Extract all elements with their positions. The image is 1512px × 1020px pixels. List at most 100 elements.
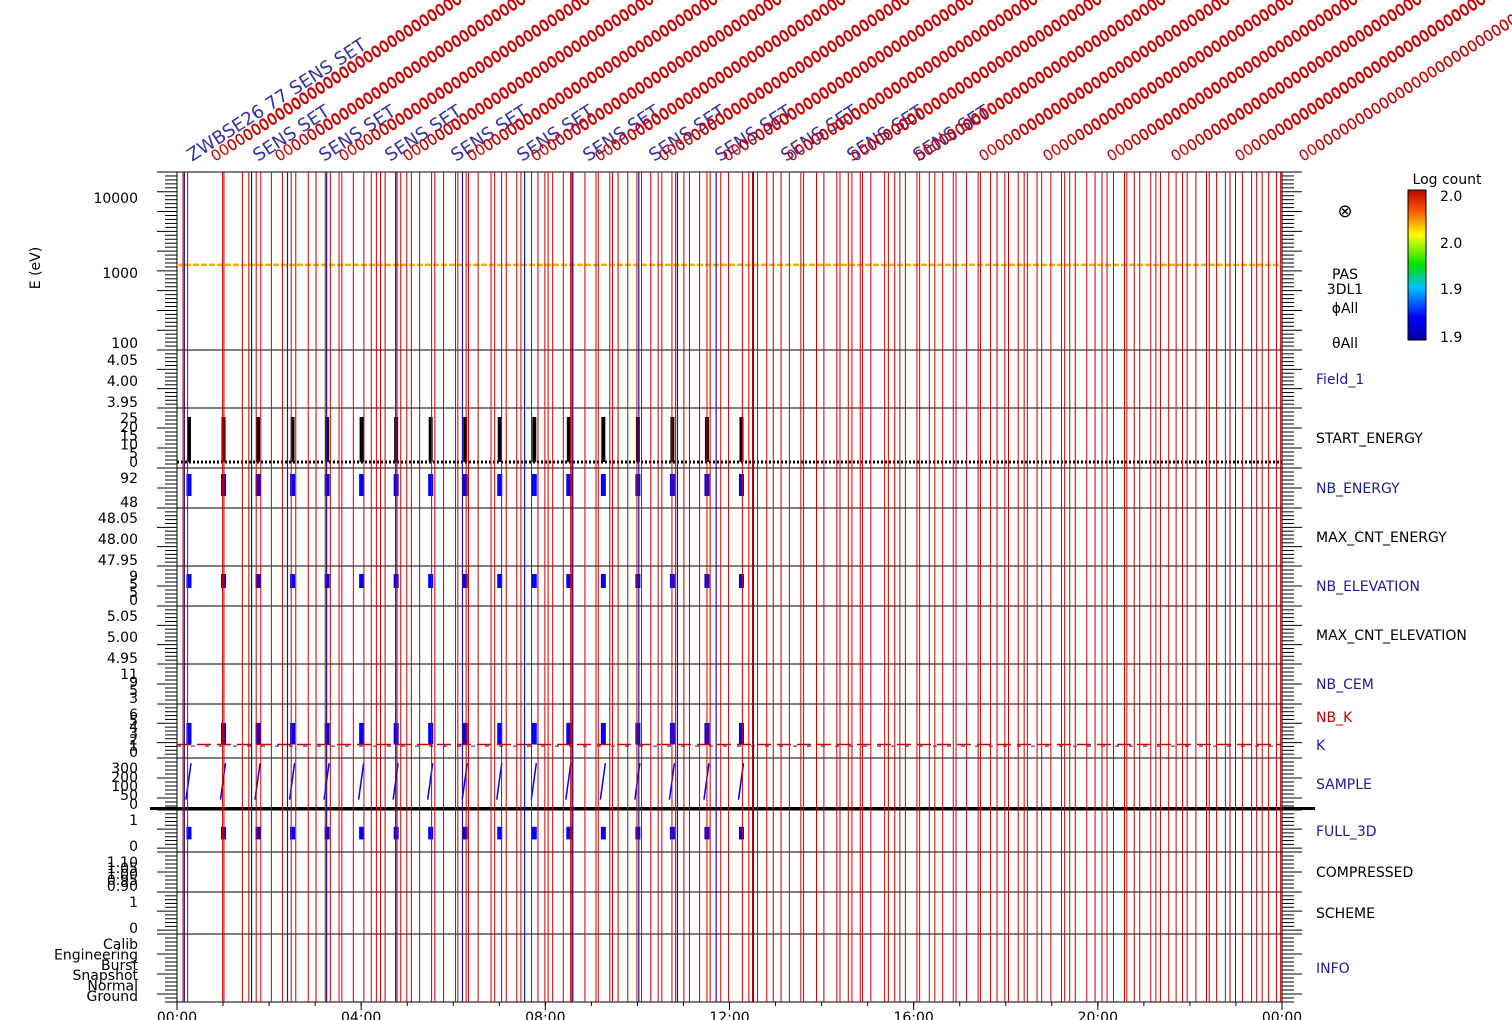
start-energy-burst [601,417,606,462]
nb-cem-tick-label: 3 [129,691,138,707]
nb-cem-tick-label: 5 [129,683,138,699]
nb-energy-burst [428,474,434,496]
field-1-tick-label: 4.05 [107,353,138,369]
start-energy-burst [428,417,433,462]
info-tick-label: Snapshot [73,968,139,984]
x-tick-label: 16:00 [893,1010,933,1020]
x-tick-label: 08:00 [525,1010,565,1020]
nb-elevation-tick-label: 9 [129,569,138,585]
nb-k-and-k-tick-label: 0 [129,745,138,761]
compressed-tick-label: 0.95 [107,873,138,889]
info-tick-label: Ground [87,989,139,1005]
info-tick-label: Engineering [54,947,138,963]
compressed-label: COMPRESSED [1316,865,1413,881]
start-energy-burst [566,417,571,462]
nb-k-and-k-tick-label: 5 [129,713,138,729]
nb-cem-label: NB_CEM [1316,677,1374,693]
max-cnt-energy-label: MAX_CNT_ENERGY [1316,530,1447,546]
start-energy-burst [532,417,537,462]
nb-energy-burst [462,474,468,496]
nb-k-burst [255,722,261,745]
compressed-tick-label: 0.90 [107,879,138,895]
full-3d-burst [186,826,192,840]
field-1-tick-label: 4.00 [107,374,138,390]
nb-elevation-burst [255,574,261,588]
sample-ramp [599,763,607,800]
max-cnt-elevation-label: MAX_CNT_ELEVATION [1316,628,1467,644]
nb-k-burst [186,722,192,745]
x-tick-label: 00:00 [1262,1010,1302,1020]
info-label: INFO [1316,961,1350,977]
start-energy-burst [739,417,744,462]
info-tick-label: Burst [101,958,139,974]
max-cnt-energy-tick-label: 48.00 [98,532,138,548]
event-marker-lines [182,172,1282,1002]
x-tick-label: 04:00 [341,1010,381,1020]
info-tick-label: Normal [87,979,138,995]
start-energy-burst [497,417,502,462]
top-y-tick-label: 100 [111,336,138,352]
start-energy-tick-label: 0 [129,455,138,471]
start-energy-tick-label: 20 [120,420,138,436]
top-y-axis-title: E (eV) [28,247,44,289]
start-energy-label: START_ENERGY [1316,431,1423,447]
axis-ticks [157,171,1302,1010]
top-panel-label: ϕAll [1332,301,1359,317]
sample-ramp [565,763,572,800]
nb-k-burst [738,722,744,745]
nb-elevation-label: NB_ELEVATION [1316,579,1420,595]
scheme-label: SCHEME [1316,906,1375,922]
full-3d-burst [600,826,606,840]
nb-energy-burst [359,474,365,496]
sample-label: SAMPLE [1316,777,1372,793]
start-energy-burst [359,417,364,462]
nb-k-burst [635,722,641,745]
colorbar-tick-label: 2.0 [1440,236,1462,252]
nb-cem-tick-label: 11 [120,667,138,683]
field-1-tick-label: 3.95 [107,395,138,411]
max-cnt-elevation-tick-label: 5.05 [107,609,138,625]
nb-elevation-burst [428,574,434,588]
nb-energy-burst [635,474,641,496]
nb-k-burst [497,722,503,745]
top-y-tick-label: 1000 [102,266,138,282]
field-1-label: Field_1 [1316,372,1364,388]
colorbar-tick-label: 1.9 [1440,282,1462,298]
nb-energy-burst [186,474,192,496]
nb-k-burst [462,722,468,745]
scheme-tick-label: 1 [129,895,138,911]
nb-elevation-burst [186,574,192,588]
start-energy-burst [186,417,191,462]
max-cnt-energy-tick-label: 47.95 [98,553,138,569]
nb-k-and-k-tick-label: 4 [129,720,138,736]
top-y-tick-label: 10000 [93,191,138,207]
nb-k-and-k-tick-label: 3 [129,726,138,742]
max-cnt-energy-tick-label: 48.05 [98,511,138,527]
nb-elevation-burst [359,574,365,588]
nb-energy-burst [566,474,572,496]
nb-elevation-burst [738,574,744,588]
full-3d-burst [635,826,641,840]
nb-energy-label: NB_ENERGY [1316,481,1400,497]
nb-k-burst [531,722,537,745]
sample-ramp [288,763,296,800]
nb-elevation-burst [462,574,468,588]
scheme-tick-label: 0 [129,921,138,937]
start-energy-burst [635,417,640,462]
nb-cem-tick-label: 9 [129,675,138,691]
colorbar-bar [1407,189,1427,341]
sample-ramp [530,763,538,800]
nb-elevation-burst [531,574,537,588]
sample-tick-label: 100 [111,779,138,795]
nb-k-and-k-tick-label: 2 [129,732,138,748]
max-cnt-elevation-tick-label: 5.00 [107,630,138,646]
sample-tick-label: 0 [129,797,138,813]
full-3d-burst [497,826,503,840]
nb-elevation-burst [497,574,503,588]
top-panel-label: PAS [1332,267,1358,283]
nb-elevation-burst [635,574,641,588]
start-energy-tick-label: 10 [120,437,138,453]
